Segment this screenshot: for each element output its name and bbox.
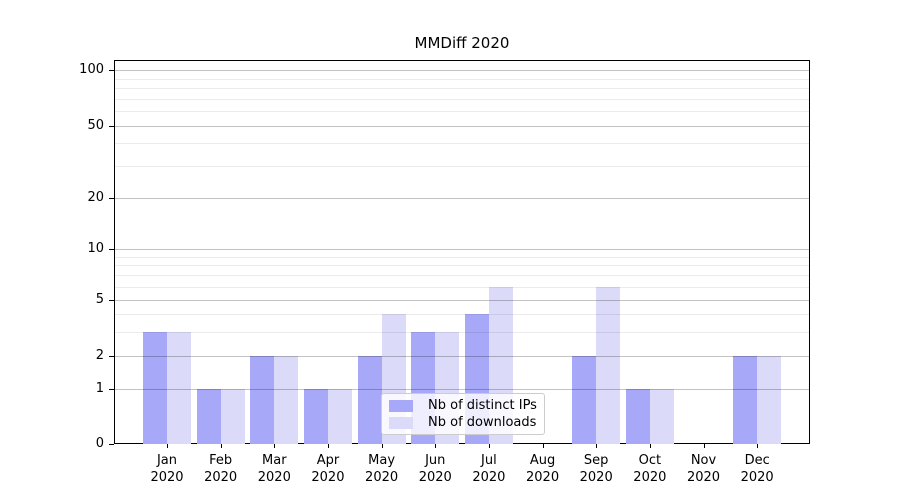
x-axis-tick-mark-sep (596, 444, 598, 448)
gridline-minor-40 (115, 143, 809, 145)
x-axis-tick-mark-feb (220, 444, 222, 448)
bar-downloads-feb (220, 389, 245, 444)
y-axis-tick-label-1: 1 (95, 381, 104, 397)
x-axis-tick-label-may: May 2020 (365, 453, 399, 485)
bar-downloads-sep (596, 286, 621, 444)
gridline-minor-6 (115, 286, 809, 288)
y-axis-tick-label-20: 20 (87, 190, 104, 205)
bar-distinct-ips-feb (196, 389, 221, 444)
y-axis-tick-mark-2 (109, 355, 114, 357)
x-axis-tick-label-jan: Jan 2020 (150, 453, 184, 485)
bar-downloads-mar (274, 355, 299, 444)
gridline-major-1 (115, 389, 809, 391)
x-axis-tick-label-jun: Jun 2020 (418, 453, 452, 485)
x-axis-tick-label-dec: Dec 2020 (740, 453, 774, 485)
y-axis-tick-mark-10 (109, 249, 114, 250)
x-axis-tick-label-oct: Oct 2020 (633, 453, 667, 485)
gridline-major-50 (115, 125, 809, 127)
gridline-minor-80 (115, 88, 809, 90)
bar-distinct-ips-mar (250, 355, 275, 444)
y-axis-tick-mark-0 (109, 444, 114, 445)
gridline-minor-8 (115, 265, 809, 267)
y-axis-tick-mark-50 (109, 125, 114, 127)
x-axis-tick-mark-jul (488, 444, 490, 448)
legend-swatch-distinct-ips (389, 399, 413, 412)
bar-downloads-apr (327, 389, 352, 444)
x-axis-tick-label-feb: Feb 2020 (204, 453, 238, 485)
bar-distinct-ips-may (357, 355, 382, 444)
bar-downloads-jan (167, 332, 191, 444)
chart-title: MMDiff 2020 (414, 34, 510, 52)
gridline-major-2 (115, 355, 809, 357)
legend-entry-downloads: Nb of downloads (389, 415, 537, 430)
x-axis-tick-mark-jun (435, 444, 437, 448)
gridline-minor-7 (115, 275, 809, 277)
gridline-minor-60 (115, 111, 809, 113)
legend-entry-distinct-ips: Nb of distinct IPs (389, 398, 537, 413)
plot-area (114, 60, 810, 444)
x-axis-tick-label-mar: Mar 2020 (257, 453, 291, 485)
x-axis-tick-mark-aug (542, 444, 544, 448)
gridline-major-100 (115, 70, 809, 72)
legend: Nb of distinct IPs Nb of downloads (381, 393, 545, 435)
x-axis-tick-mark-dec (757, 444, 759, 448)
bar-downloads-oct (649, 389, 674, 444)
x-axis-tick-label-jul: Jul 2020 (472, 453, 506, 485)
bar-distinct-ips-dec (733, 355, 758, 444)
x-axis-tick-label-aug: Aug 2020 (526, 453, 560, 485)
y-axis-tick-mark-5 (109, 300, 114, 301)
x-axis-tick-label-apr: Apr 2020 (311, 453, 345, 485)
x-axis-tick-label-nov: Nov 2020 (686, 453, 721, 485)
y-axis-tick-label-0: 0 (95, 436, 104, 451)
gridline-minor-70 (115, 98, 809, 100)
y-axis-tick-label-50: 50 (87, 117, 104, 133)
gridline-minor-30 (115, 166, 809, 167)
gridline-minor-4 (115, 314, 809, 315)
gridline-major-5 (115, 300, 809, 301)
x-axis-tick-mark-jan (167, 444, 168, 448)
bar-distinct-ips-oct (625, 389, 650, 444)
bar-distinct-ips-sep (572, 355, 597, 444)
x-axis-tick-mark-apr (327, 444, 329, 448)
gridline-minor-90 (115, 78, 809, 80)
gridline-major-10 (115, 249, 809, 250)
y-axis-tick-label-100: 100 (79, 62, 104, 78)
legend-label-distinct-ips: Nb of distinct IPs (428, 398, 537, 413)
x-axis-tick-label-sep: Sep 2020 (579, 453, 613, 485)
gridline-major-20 (115, 198, 809, 199)
x-axis-tick-mark-nov (703, 444, 705, 448)
bar-distinct-ips-apr (303, 389, 328, 444)
legend-label-downloads: Nb of downloads (428, 415, 537, 430)
legend-swatch-downloads (389, 416, 413, 429)
x-axis-tick-mark-oct (649, 444, 651, 448)
y-axis-tick-label-10: 10 (87, 241, 104, 256)
y-axis-tick-mark-100 (109, 70, 114, 72)
bar-downloads-dec (757, 355, 782, 444)
gridline-minor-9 (115, 256, 809, 258)
bar-distinct-ips-jan (143, 332, 167, 444)
gridline-minor-3 (115, 332, 809, 334)
y-axis-tick-mark-20 (109, 198, 114, 199)
y-axis-tick-label-2: 2 (95, 347, 104, 363)
y-axis-tick-mark-1 (109, 389, 114, 391)
x-axis-tick-mark-mar (274, 444, 276, 448)
x-axis-tick-mark-may (381, 444, 383, 448)
y-axis-tick-label-5: 5 (95, 292, 104, 307)
